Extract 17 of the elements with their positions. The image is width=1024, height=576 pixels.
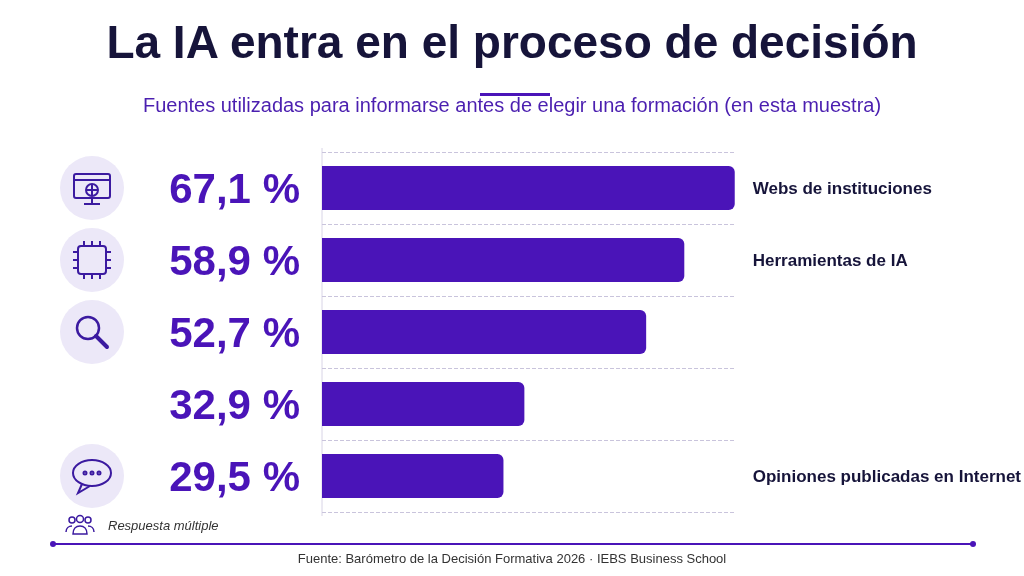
data-label: 52,7 % [169, 308, 300, 356]
y-tick-label: Opiniones publicadas en Internet [752, 466, 1022, 486]
source-note: Fuente: Barómetro de la Decisión Formativa 2026 · IEBS Business School [297, 551, 727, 566]
chart-subtitle: Fuentes utilizadas para informarse antes de elegir una formación (en esta muestra) [142, 94, 882, 116]
data-label: 29,5 % [169, 452, 300, 500]
bar [322, 238, 685, 282]
data-label: 58,9 % [169, 236, 300, 284]
bar [322, 166, 735, 210]
data-label: 32,9 % [169, 380, 300, 428]
y-tick-label: Herramientas de IA [752, 250, 908, 270]
bar [322, 382, 525, 426]
text: Respuesta múltiple [108, 518, 219, 533]
y-tick-label: Webs de instituciones [752, 178, 932, 198]
bar [322, 310, 647, 354]
chart-title: La IA entra en el proceso de decisión [106, 16, 918, 68]
bar [322, 454, 504, 498]
data-label: 67,1 % [169, 164, 300, 212]
